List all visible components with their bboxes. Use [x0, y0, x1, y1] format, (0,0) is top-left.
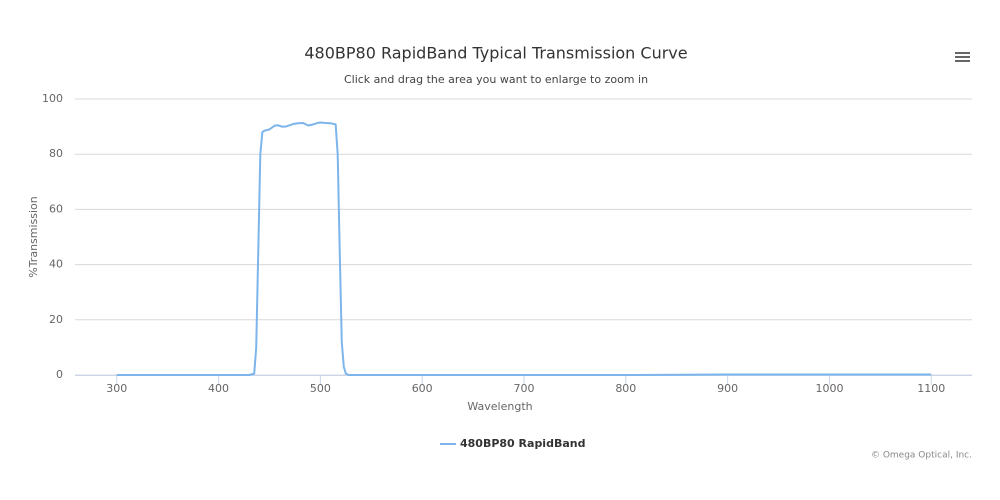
x-axis-label: Wavelength: [467, 400, 532, 413]
menu-button[interactable]: [955, 52, 970, 62]
x-tick-label: 400: [208, 382, 229, 395]
x-tick-label: 800: [615, 382, 636, 395]
series-line: [116, 121, 932, 376]
x-tick-label: 900: [717, 382, 738, 395]
x-tick-label: 1000: [815, 382, 843, 395]
legend-label[interactable]: 480BP80 RapidBand: [460, 437, 585, 450]
x-tick-label: 300: [106, 382, 127, 395]
y-tick-label: 0: [56, 368, 63, 381]
chart-title: 480BP80 RapidBand Typical Transmission C…: [304, 44, 687, 63]
y-tick-label: 20: [49, 313, 63, 326]
menu-bar: [955, 56, 970, 58]
y-tick-label: 60: [49, 202, 63, 215]
x-tick-label: 500: [310, 382, 331, 395]
y-tick-label: 40: [49, 258, 63, 271]
menu-bar: [955, 52, 970, 54]
y-tick-label: 80: [49, 147, 63, 160]
x-tick-label: 600: [412, 382, 433, 395]
menu-bar: [955, 60, 970, 62]
y-axis-label: %Transmission: [27, 196, 40, 278]
y-tick-label: 100: [42, 92, 63, 105]
chart-subtitle: Click and drag the area you want to enla…: [344, 73, 648, 86]
credits: © Omega Optical, Inc.: [871, 451, 972, 461]
x-tick-label: 1100: [917, 382, 945, 395]
x-tick-label: 700: [514, 382, 535, 395]
